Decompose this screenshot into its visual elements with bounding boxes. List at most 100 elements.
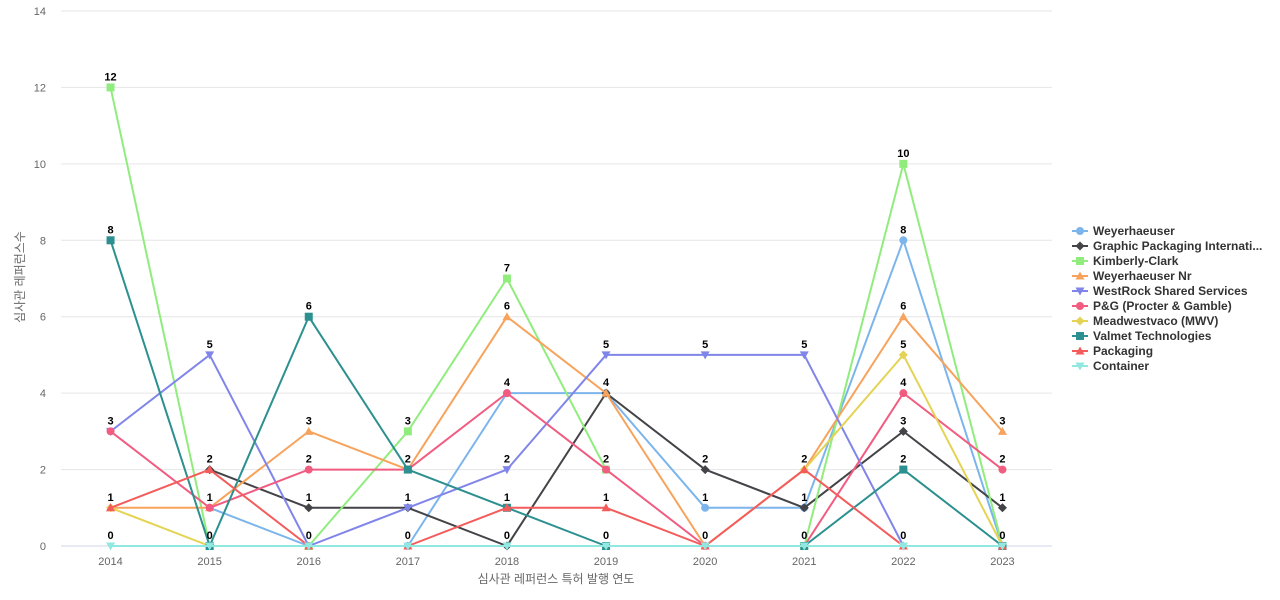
legend-marker[interactable] <box>1076 227 1084 235</box>
x-tick-label: 2023 <box>990 556 1014 568</box>
data-point[interactable] <box>106 542 116 551</box>
data-label: 1 <box>801 492 807 504</box>
data-point[interactable] <box>502 389 511 398</box>
data-point[interactable] <box>899 389 908 398</box>
legend-item[interactable]: Kimberly-Clark <box>1072 254 1179 268</box>
data-point[interactable] <box>205 465 215 474</box>
data-point[interactable] <box>502 503 512 512</box>
legend-item[interactable]: P&G (Procter & Gamble) <box>1072 299 1232 313</box>
data-point[interactable] <box>601 542 611 551</box>
data-label: 8 <box>107 224 113 236</box>
legend-item[interactable]: WestRock Shared Services <box>1072 284 1248 298</box>
y-tick-label: 8 <box>40 235 46 247</box>
legend-item[interactable]: Meadwestvaco (MWV) <box>1072 314 1218 328</box>
data-point[interactable] <box>205 542 215 551</box>
legend-label: Valmet Technologies <box>1093 329 1212 343</box>
data-point[interactable] <box>997 503 1007 513</box>
data-point[interactable] <box>304 465 313 474</box>
legend-marker[interactable] <box>1075 287 1085 296</box>
data-point[interactable] <box>998 465 1007 474</box>
x-tick-label: 2016 <box>297 556 321 568</box>
data-point[interactable] <box>106 427 115 436</box>
data-label: 4 <box>603 377 610 389</box>
data-point[interactable] <box>304 503 314 513</box>
data-point[interactable] <box>700 465 710 475</box>
data-point[interactable] <box>502 312 512 321</box>
data-label: 1 <box>306 492 312 504</box>
legend-item[interactable]: Valmet Technologies <box>1072 329 1212 343</box>
data-point[interactable] <box>898 312 908 321</box>
data-point[interactable] <box>502 274 511 283</box>
data-point[interactable] <box>304 426 314 435</box>
data-label: 3 <box>999 415 1005 427</box>
data-point[interactable] <box>799 465 809 474</box>
data-label: 3 <box>900 415 906 427</box>
data-label: 6 <box>306 301 312 313</box>
data-point[interactable] <box>899 465 908 474</box>
data-point[interactable] <box>601 388 611 397</box>
data-point[interactable] <box>898 426 908 436</box>
data-point[interactable] <box>106 236 115 245</box>
series-9 <box>106 542 1007 551</box>
data-label: 6 <box>900 301 906 313</box>
data-point[interactable] <box>403 504 413 513</box>
legend-item[interactable]: Graphic Packaging Internati... <box>1072 239 1262 253</box>
legend-item[interactable]: Weyerhaeuser Nr <box>1072 269 1192 283</box>
legend-marker[interactable] <box>1076 257 1084 265</box>
data-point[interactable] <box>601 351 611 360</box>
y-axis-title: 심사관 레퍼런스수 <box>13 231 27 323</box>
data-point[interactable] <box>997 542 1007 551</box>
data-point[interactable] <box>701 503 710 512</box>
data-label: 2 <box>801 454 807 466</box>
legend-marker[interactable] <box>1075 362 1085 371</box>
data-label: 2 <box>900 454 906 466</box>
data-point[interactable] <box>106 503 116 512</box>
data-point[interactable] <box>304 542 314 551</box>
y-tick-label: 0 <box>40 541 46 553</box>
legend-marker[interactable] <box>1075 316 1085 326</box>
data-point[interactable] <box>799 542 809 551</box>
data-point[interactable] <box>898 350 908 360</box>
data-label: 1 <box>999 492 1005 504</box>
data-point[interactable] <box>403 542 413 551</box>
x-tick-label: 2019 <box>594 556 618 568</box>
data-point[interactable] <box>205 503 214 512</box>
y-tick-label: 2 <box>40 465 46 477</box>
legend-item[interactable]: Weyerhaeuser <box>1072 224 1175 238</box>
legend-label: P&G (Procter & Gamble) <box>1093 299 1232 313</box>
data-point[interactable] <box>403 427 412 436</box>
legend-label: Container <box>1093 359 1149 373</box>
legend-marker[interactable] <box>1075 241 1085 251</box>
legend-marker[interactable] <box>1075 346 1085 355</box>
data-point[interactable] <box>502 466 512 475</box>
data-point[interactable] <box>403 465 412 474</box>
data-point[interactable] <box>502 542 512 551</box>
data-point[interactable] <box>899 159 908 168</box>
data-point[interactable] <box>602 465 611 474</box>
legend-marker[interactable] <box>1076 302 1084 310</box>
data-point[interactable] <box>799 503 809 513</box>
legend-item[interactable]: Container <box>1072 359 1149 373</box>
legend-marker[interactable] <box>1075 271 1085 280</box>
data-point[interactable] <box>700 542 710 551</box>
legend-marker[interactable] <box>1076 332 1084 340</box>
x-tick-label: 2020 <box>693 556 717 568</box>
data-point[interactable] <box>601 503 611 512</box>
data-point[interactable] <box>106 83 115 92</box>
data-point[interactable] <box>898 542 908 551</box>
y-tick-label: 14 <box>34 6 46 18</box>
legend-label: Weyerhaeuser Nr <box>1093 269 1192 283</box>
y-tick-label: 10 <box>34 159 46 171</box>
data-point[interactable] <box>899 236 908 245</box>
legend-label: Graphic Packaging Internati... <box>1093 239 1262 253</box>
data-point[interactable] <box>304 312 313 321</box>
y-tick-label: 6 <box>40 312 46 324</box>
data-point[interactable] <box>700 351 710 360</box>
data-point[interactable] <box>997 426 1007 435</box>
legend-item[interactable]: Packaging <box>1072 344 1153 358</box>
data-point[interactable] <box>205 351 215 360</box>
data-label: 4 <box>504 377 511 389</box>
data-label: 3 <box>405 415 411 427</box>
data-point[interactable] <box>799 351 809 360</box>
